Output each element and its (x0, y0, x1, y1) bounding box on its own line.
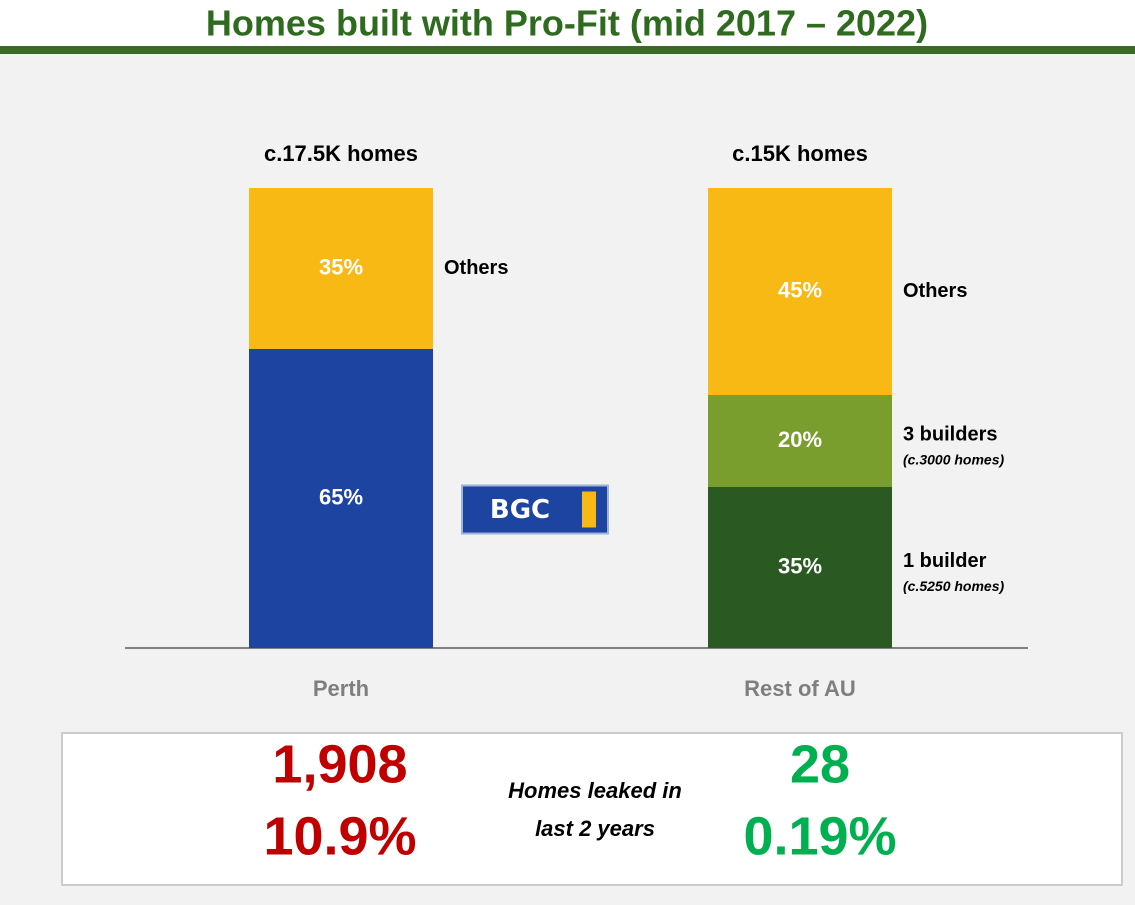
bar-segment (708, 395, 892, 487)
segment-name: Others (444, 257, 508, 279)
summary-left-count: 1,908 (272, 734, 407, 794)
segment-note: (c.3000 homes) (903, 452, 1004, 468)
data-label: 20% (778, 427, 822, 452)
segment-name: Others (903, 280, 967, 302)
summary-caption: Homes leaked in (508, 778, 682, 803)
title-band (0, 0, 1135, 48)
bar-segment (249, 188, 433, 349)
bar-segment (708, 487, 892, 648)
logo-bar (582, 491, 596, 528)
summary-right-count: 28 (790, 734, 850, 794)
total-label: c.15K homes (732, 141, 868, 166)
summary-caption: last 2 years (535, 816, 655, 841)
x-tick-label: Perth (313, 676, 369, 701)
x-tick-label: Rest of AU (744, 676, 856, 701)
total-label: c.17.5K homes (264, 141, 418, 166)
summary-left-share: 10.9% (263, 806, 416, 866)
segment-name: 3 builders (903, 423, 997, 445)
segment-note: (c.5250 homes) (903, 578, 1004, 594)
segment-name: 1 builder (903, 550, 987, 572)
data-label: 65% (319, 484, 363, 509)
bar-segment (708, 188, 892, 395)
data-label: 35% (319, 254, 363, 279)
bar-segment (249, 349, 433, 648)
summary-box (61, 732, 1123, 886)
data-label: 45% (778, 277, 822, 302)
title-rule (0, 46, 1135, 54)
summary-right-share: 0.19% (743, 806, 896, 866)
chart-title: Homes built with Pro-Fit (mid 2017 – 202… (206, 3, 928, 44)
logo-text: BGC (490, 495, 550, 525)
data-label: 35% (778, 553, 822, 578)
